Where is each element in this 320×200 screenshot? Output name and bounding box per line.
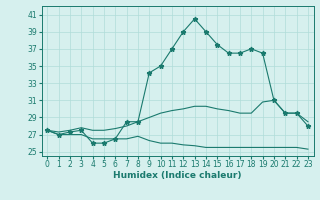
X-axis label: Humidex (Indice chaleur): Humidex (Indice chaleur) [113,171,242,180]
